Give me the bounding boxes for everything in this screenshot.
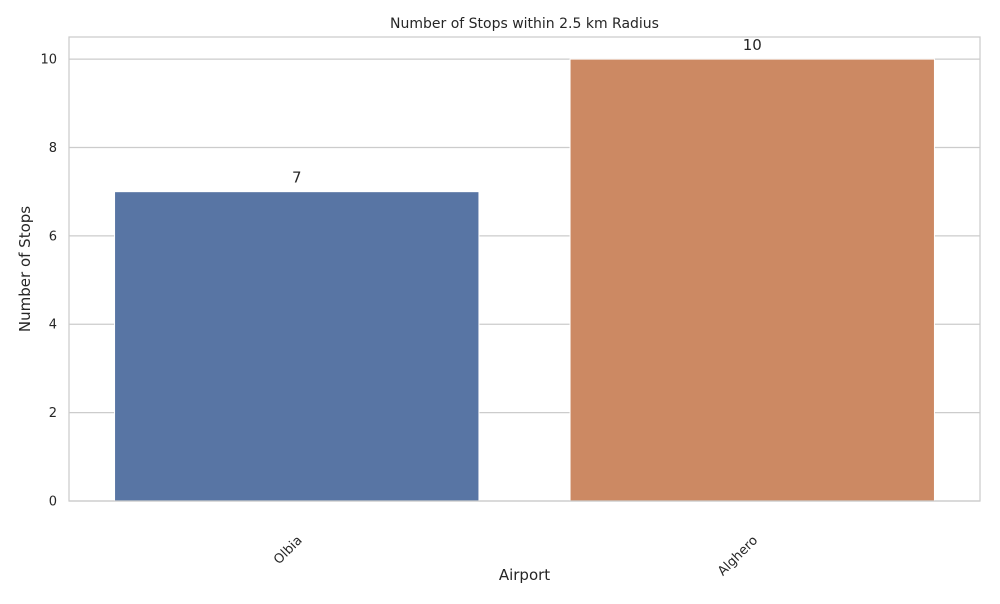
y-tick-label: 4 — [49, 318, 57, 333]
chart-title: Number of Stops within 2.5 km Radius — [390, 16, 659, 32]
plot-frame — [68, 36, 981, 502]
y-tick-label: 10 — [40, 53, 57, 68]
y-axis-label: Number of Stops — [16, 206, 34, 332]
data-labels: 7 10 — [292, 36, 762, 187]
data-label: 10 — [743, 36, 762, 54]
y-tick-label: 8 — [49, 141, 57, 156]
bar-alghero — [569, 58, 935, 502]
bar-olbia — [114, 191, 480, 502]
y-tick-labels: 0 2 4 6 8 10 — [40, 53, 57, 510]
x-axis-label: Airport — [499, 566, 550, 584]
y-tick-label: 6 — [49, 229, 57, 244]
y-tick-label: 2 — [49, 406, 57, 421]
data-label: 7 — [292, 169, 302, 187]
bars — [114, 58, 935, 502]
y-tick-label: 0 — [49, 495, 57, 510]
